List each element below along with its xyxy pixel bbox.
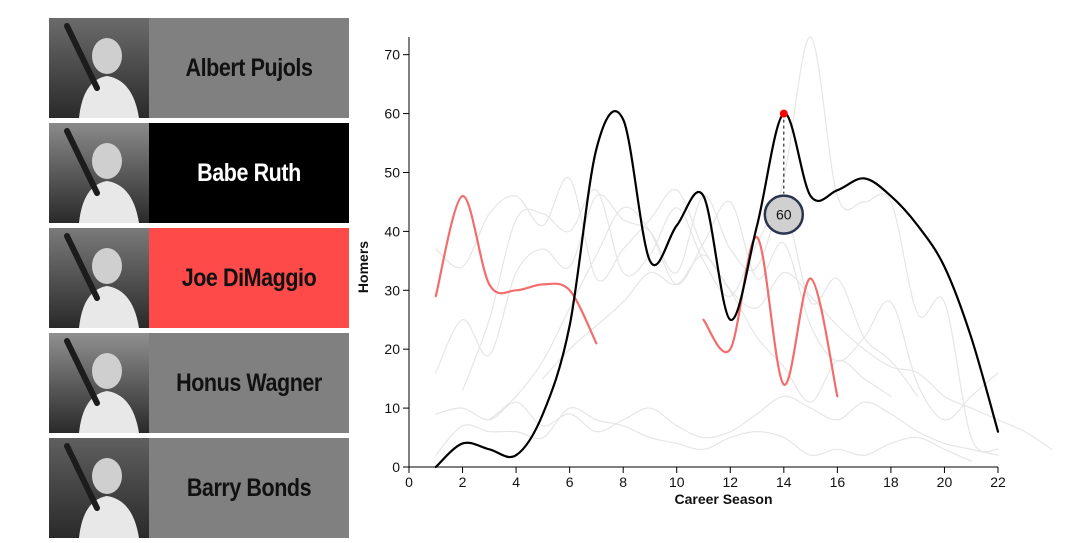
y-tick-label: 10 [384, 400, 400, 416]
y-tick-label: 50 [384, 164, 400, 180]
player-name-panel[interactable]: Barry Bonds [149, 438, 349, 538]
x-tick-label: 10 [669, 474, 685, 490]
x-tick-label: 0 [405, 474, 413, 490]
series-line-background [542, 254, 1053, 450]
series-line-background [488, 200, 999, 421]
x-tick-label: 4 [512, 474, 520, 490]
series-line-secondary [702, 236, 839, 398]
series-line-background [461, 189, 919, 397]
y-tick-label: 20 [384, 341, 400, 357]
y-tick-label: 60 [384, 106, 400, 122]
player-name-panel[interactable]: Honus Wagner [149, 333, 349, 433]
y-tick-label: 40 [384, 223, 400, 239]
player-name: Joe DiMaggio [181, 263, 317, 292]
player-card[interactable]: Albert Pujols [49, 18, 349, 118]
series-line-background [435, 407, 972, 462]
y-tick-label: 0 [392, 459, 400, 475]
y-axis-title: Homers [355, 241, 371, 293]
x-tick-label: 14 [776, 474, 792, 490]
player-name-panel[interactable]: Joe DiMaggio [149, 228, 349, 328]
player-name: Albert Pujols [185, 53, 313, 82]
x-tick-label: 2 [459, 474, 467, 490]
series-line-background [435, 176, 892, 403]
player-photo [49, 228, 149, 328]
player-photo [49, 333, 149, 433]
x-tick-label: 18 [883, 474, 899, 490]
player-card[interactable]: Barry Bonds [49, 438, 349, 538]
x-tick-label: 8 [619, 474, 627, 490]
x-tick-label: 16 [830, 474, 846, 490]
x-axis-title: Career Season [674, 491, 772, 507]
player-name: Barry Bonds [186, 473, 312, 502]
player-card[interactable]: Honus Wagner [49, 333, 349, 433]
player-name-panel[interactable]: Albert Pujols [149, 18, 349, 118]
player-photo [49, 438, 149, 538]
highlight-point [779, 109, 788, 118]
x-tick-label: 20 [937, 474, 953, 490]
y-tick-label: 70 [384, 47, 400, 63]
series-line-highlight [434, 110, 1000, 469]
player-name: Honus Wagner [176, 368, 322, 397]
value-tooltip-label: 60 [776, 207, 792, 223]
player-card[interactable]: Joe DiMaggio [49, 228, 349, 328]
series-line-background [435, 395, 999, 456]
player-card[interactable]: Babe Ruth [49, 123, 349, 223]
series-line-background [435, 36, 999, 453]
value-tooltip [763, 194, 805, 235]
x-tick-label: 22 [990, 474, 1006, 490]
y-tick-label: 30 [384, 282, 400, 298]
x-tick-label: 12 [722, 474, 738, 490]
chart-svg: 0 2 4 6 8 10 12 14 16 18 20 22 0 10 20 30 40 50 60 70 Career… [355, 36, 1053, 507]
player-list: Albert Pujols Babe Ruth Joe DiMaggio Honus … [49, 18, 349, 543]
player-name: Babe Ruth [197, 158, 301, 187]
player-photo [49, 123, 149, 223]
player-photo [49, 18, 149, 118]
series-line-secondary [434, 194, 598, 345]
x-tick-label: 6 [566, 474, 574, 490]
player-name-panel[interactable]: Babe Ruth [149, 123, 349, 223]
career-homers-chart: 0 2 4 6 8 10 12 14 16 18 20 22 0 10 20 30 40 50 60 70 Career… [350, 0, 1071, 525]
